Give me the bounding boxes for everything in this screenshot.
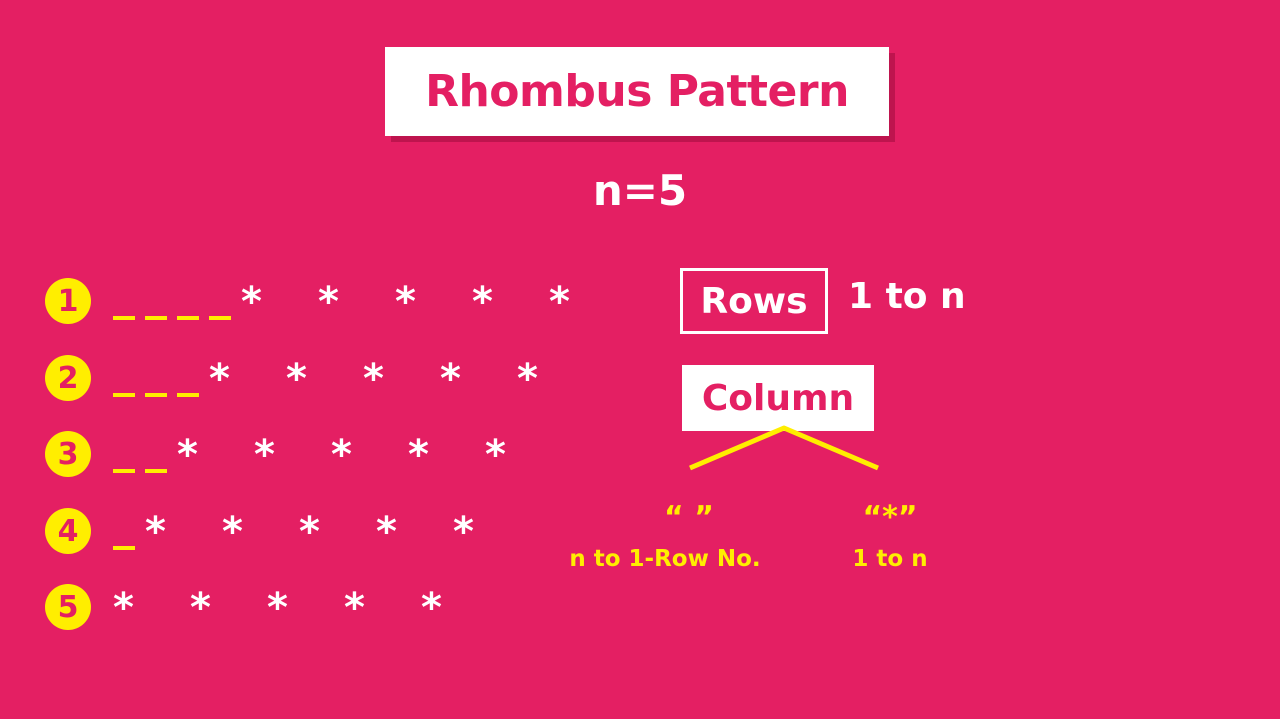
star-range: 1 to n (852, 546, 928, 572)
rows-range: 1 to n (848, 276, 966, 317)
star: * (241, 279, 262, 325)
rows-label: Rows (700, 280, 808, 322)
star: * (517, 356, 538, 402)
row-number-badge: 2 (45, 355, 91, 401)
star: * (408, 432, 429, 478)
star-symbol: “*” (862, 500, 918, 535)
star: * (286, 356, 307, 402)
pattern-row: 2 * * * * * (45, 355, 645, 403)
space-dash (177, 316, 199, 320)
star: * (440, 356, 461, 402)
branch-line (689, 425, 879, 471)
star: * (344, 585, 365, 631)
row-number-badge: 4 (45, 508, 91, 554)
space-dash (113, 316, 135, 320)
star: * (190, 585, 211, 631)
space-dash (145, 469, 167, 473)
star: * (299, 509, 320, 555)
star: * (113, 585, 134, 631)
star: * (222, 509, 243, 555)
space-range: n to 1-Row No. (569, 546, 761, 572)
star: * (421, 585, 442, 631)
pattern-row: 3 * * * * * (45, 431, 645, 479)
n-value-label: n=5 (592, 166, 688, 215)
space-dash (113, 393, 135, 397)
star: * (254, 432, 275, 478)
star: * (485, 432, 506, 478)
star: * (472, 279, 493, 325)
star: * (209, 356, 230, 402)
star: * (267, 585, 288, 631)
star: * (177, 432, 198, 478)
rows-box: Rows (680, 268, 828, 334)
space-symbol: “ ” (664, 500, 714, 535)
star: * (453, 509, 474, 555)
space-dash (145, 393, 167, 397)
title-box: Rhombus Pattern (385, 47, 889, 136)
pattern-row: 1 * * * * * (45, 278, 645, 326)
star: * (331, 432, 352, 478)
star: * (549, 279, 570, 325)
space-dash (113, 469, 135, 473)
star: * (318, 279, 339, 325)
star: * (145, 509, 166, 555)
star: * (376, 509, 397, 555)
pattern-row: 5 * * * * * (45, 584, 645, 632)
space-dash (209, 316, 231, 320)
column-box: Column (682, 365, 874, 431)
pattern-row: 4 * * * * * (45, 508, 645, 556)
column-branch-lines (689, 425, 879, 471)
page-title: Rhombus Pattern (425, 66, 849, 117)
space-dash (113, 546, 135, 550)
column-label: Column (701, 377, 855, 419)
star: * (395, 279, 416, 325)
row-number-badge: 1 (45, 278, 91, 324)
space-dash (145, 316, 167, 320)
star: * (363, 356, 384, 402)
row-number-badge: 3 (45, 431, 91, 477)
space-dash (177, 393, 199, 397)
row-number-badge: 5 (45, 584, 91, 630)
